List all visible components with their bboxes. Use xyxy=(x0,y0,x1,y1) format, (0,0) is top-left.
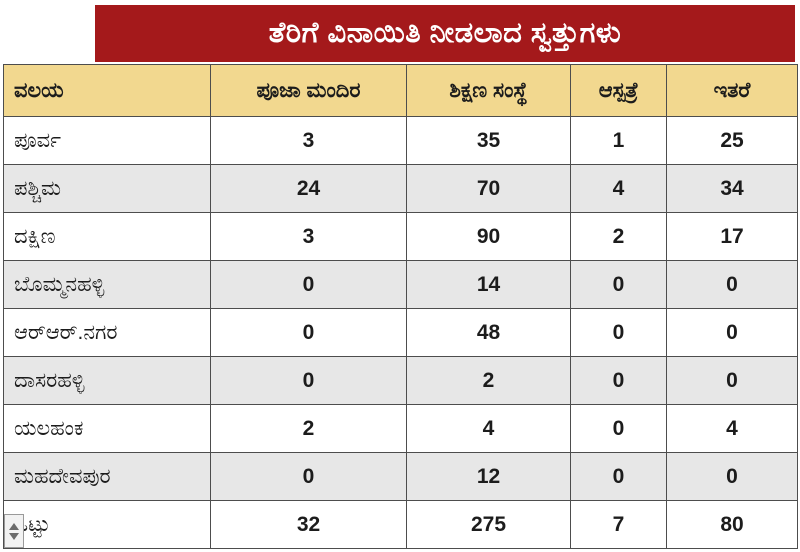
value-cell-total: 80 xyxy=(666,500,798,549)
column-header-education: ಶಿಕ್ಷಣ ಸಂಸ್ಥೆ xyxy=(406,64,571,117)
tax-exempt-properties-table: ವಲಯ ಪೂಜಾ ಮಂದಿರ ಶಿಕ್ಷಣ ಸಂಸ್ಥೆ ಆಸ್ಪತ್ರೆ ಇತ… xyxy=(3,64,798,549)
value-cell: 70 xyxy=(406,164,571,213)
zone-cell-total: ಒಟ್ಟು xyxy=(3,500,211,549)
value-cell: 35 xyxy=(406,116,571,165)
value-cell: 4 xyxy=(406,404,571,453)
zone-cell: ಆರ್‌ಆರ್.ನಗರ xyxy=(3,308,211,357)
page-title: ತೆರಿಗೆ ವಿನಾಯಿತಿ ನೀಡಲಾದ ಸ್ವತ್ತುಗಳು xyxy=(268,17,622,49)
value-cell: 48 xyxy=(406,308,571,357)
scroll-down-arrow-icon xyxy=(9,532,19,540)
scroll-indicator-icon[interactable] xyxy=(4,514,24,548)
value-cell: 4 xyxy=(666,404,798,453)
value-cell: 17 xyxy=(666,212,798,261)
value-cell: 25 xyxy=(666,116,798,165)
zone-cell: ದಾಸರಹಳ್ಳಿ xyxy=(3,356,211,405)
title-bar: ತೆರಿಗೆ ವಿನಾಯಿತಿ ನೀಡಲಾದ ಸ್ವತ್ತುಗಳು xyxy=(95,5,795,62)
table-row: ದಾಸರಹಳ್ಳಿ 0 2 0 0 xyxy=(3,356,798,405)
value-cell: 2 xyxy=(210,404,407,453)
value-cell: 0 xyxy=(570,452,667,501)
value-cell: 0 xyxy=(570,260,667,309)
table-row: ಪೂರ್ವ 3 35 1 25 xyxy=(3,116,798,165)
column-header-worship-places: ಪೂಜಾ ಮಂದಿರ xyxy=(210,64,407,117)
value-cell: 4 xyxy=(570,164,667,213)
table-row: ದಕ್ಷಿಣ 3 90 2 17 xyxy=(3,212,798,261)
value-cell: 0 xyxy=(666,260,798,309)
scroll-up-arrow-icon xyxy=(9,522,19,530)
value-cell: 0 xyxy=(666,356,798,405)
value-cell: 0 xyxy=(570,356,667,405)
value-cell: 34 xyxy=(666,164,798,213)
value-cell: 90 xyxy=(406,212,571,261)
value-cell: 3 xyxy=(210,212,407,261)
table-row-total: ಒಟ್ಟು 32 275 7 80 xyxy=(3,500,798,549)
table-row: ಬೊಮ್ಮನಹಳ್ಳಿ 0 14 0 0 xyxy=(3,260,798,309)
zone-cell: ಯಲಹಂಕ xyxy=(3,404,211,453)
value-cell: 0 xyxy=(210,356,407,405)
table-row: ಮಹದೇವಪುರ 0 12 0 0 xyxy=(3,452,798,501)
value-cell: 0 xyxy=(210,308,407,357)
value-cell-total: 7 xyxy=(570,500,667,549)
value-cell-total: 32 xyxy=(210,500,407,549)
value-cell: 0 xyxy=(210,452,407,501)
value-cell: 0 xyxy=(666,308,798,357)
value-cell: 0 xyxy=(666,452,798,501)
column-header-others: ಇತರೆ xyxy=(666,64,798,117)
zone-cell: ಮಹದೇವಪುರ xyxy=(3,452,211,501)
value-cell: 14 xyxy=(406,260,571,309)
column-header-hospital: ಆಸ್ಪತ್ರೆ xyxy=(570,64,667,117)
zone-cell: ಪಶ್ಚಿಮ xyxy=(3,164,211,213)
value-cell: 2 xyxy=(406,356,571,405)
value-cell: 12 xyxy=(406,452,571,501)
column-header-zone: ವಲಯ xyxy=(3,64,211,117)
value-cell: 24 xyxy=(210,164,407,213)
value-cell: 3 xyxy=(210,116,407,165)
zone-cell: ಪೂರ್ವ xyxy=(3,116,211,165)
value-cell: 2 xyxy=(570,212,667,261)
zone-cell: ದಕ್ಷಿಣ xyxy=(3,212,211,261)
table-row: ಪಶ್ಚಿಮ 24 70 4 34 xyxy=(3,164,798,213)
value-cell-total: 275 xyxy=(406,500,571,549)
value-cell: 0 xyxy=(210,260,407,309)
table-row: ಯಲಹಂಕ 2 4 0 4 xyxy=(3,404,798,453)
value-cell: 0 xyxy=(570,404,667,453)
value-cell: 0 xyxy=(570,308,667,357)
header-row: ವಲಯ ಪೂಜಾ ಮಂದಿರ ಶಿಕ್ಷಣ ಸಂಸ್ಥೆ ಆಸ್ಪತ್ರೆ ಇತ… xyxy=(3,64,798,117)
table-row: ಆರ್‌ಆರ್.ನಗರ 0 48 0 0 xyxy=(3,308,798,357)
zone-cell: ಬೊಮ್ಮನಹಳ್ಳಿ xyxy=(3,260,211,309)
value-cell: 1 xyxy=(570,116,667,165)
